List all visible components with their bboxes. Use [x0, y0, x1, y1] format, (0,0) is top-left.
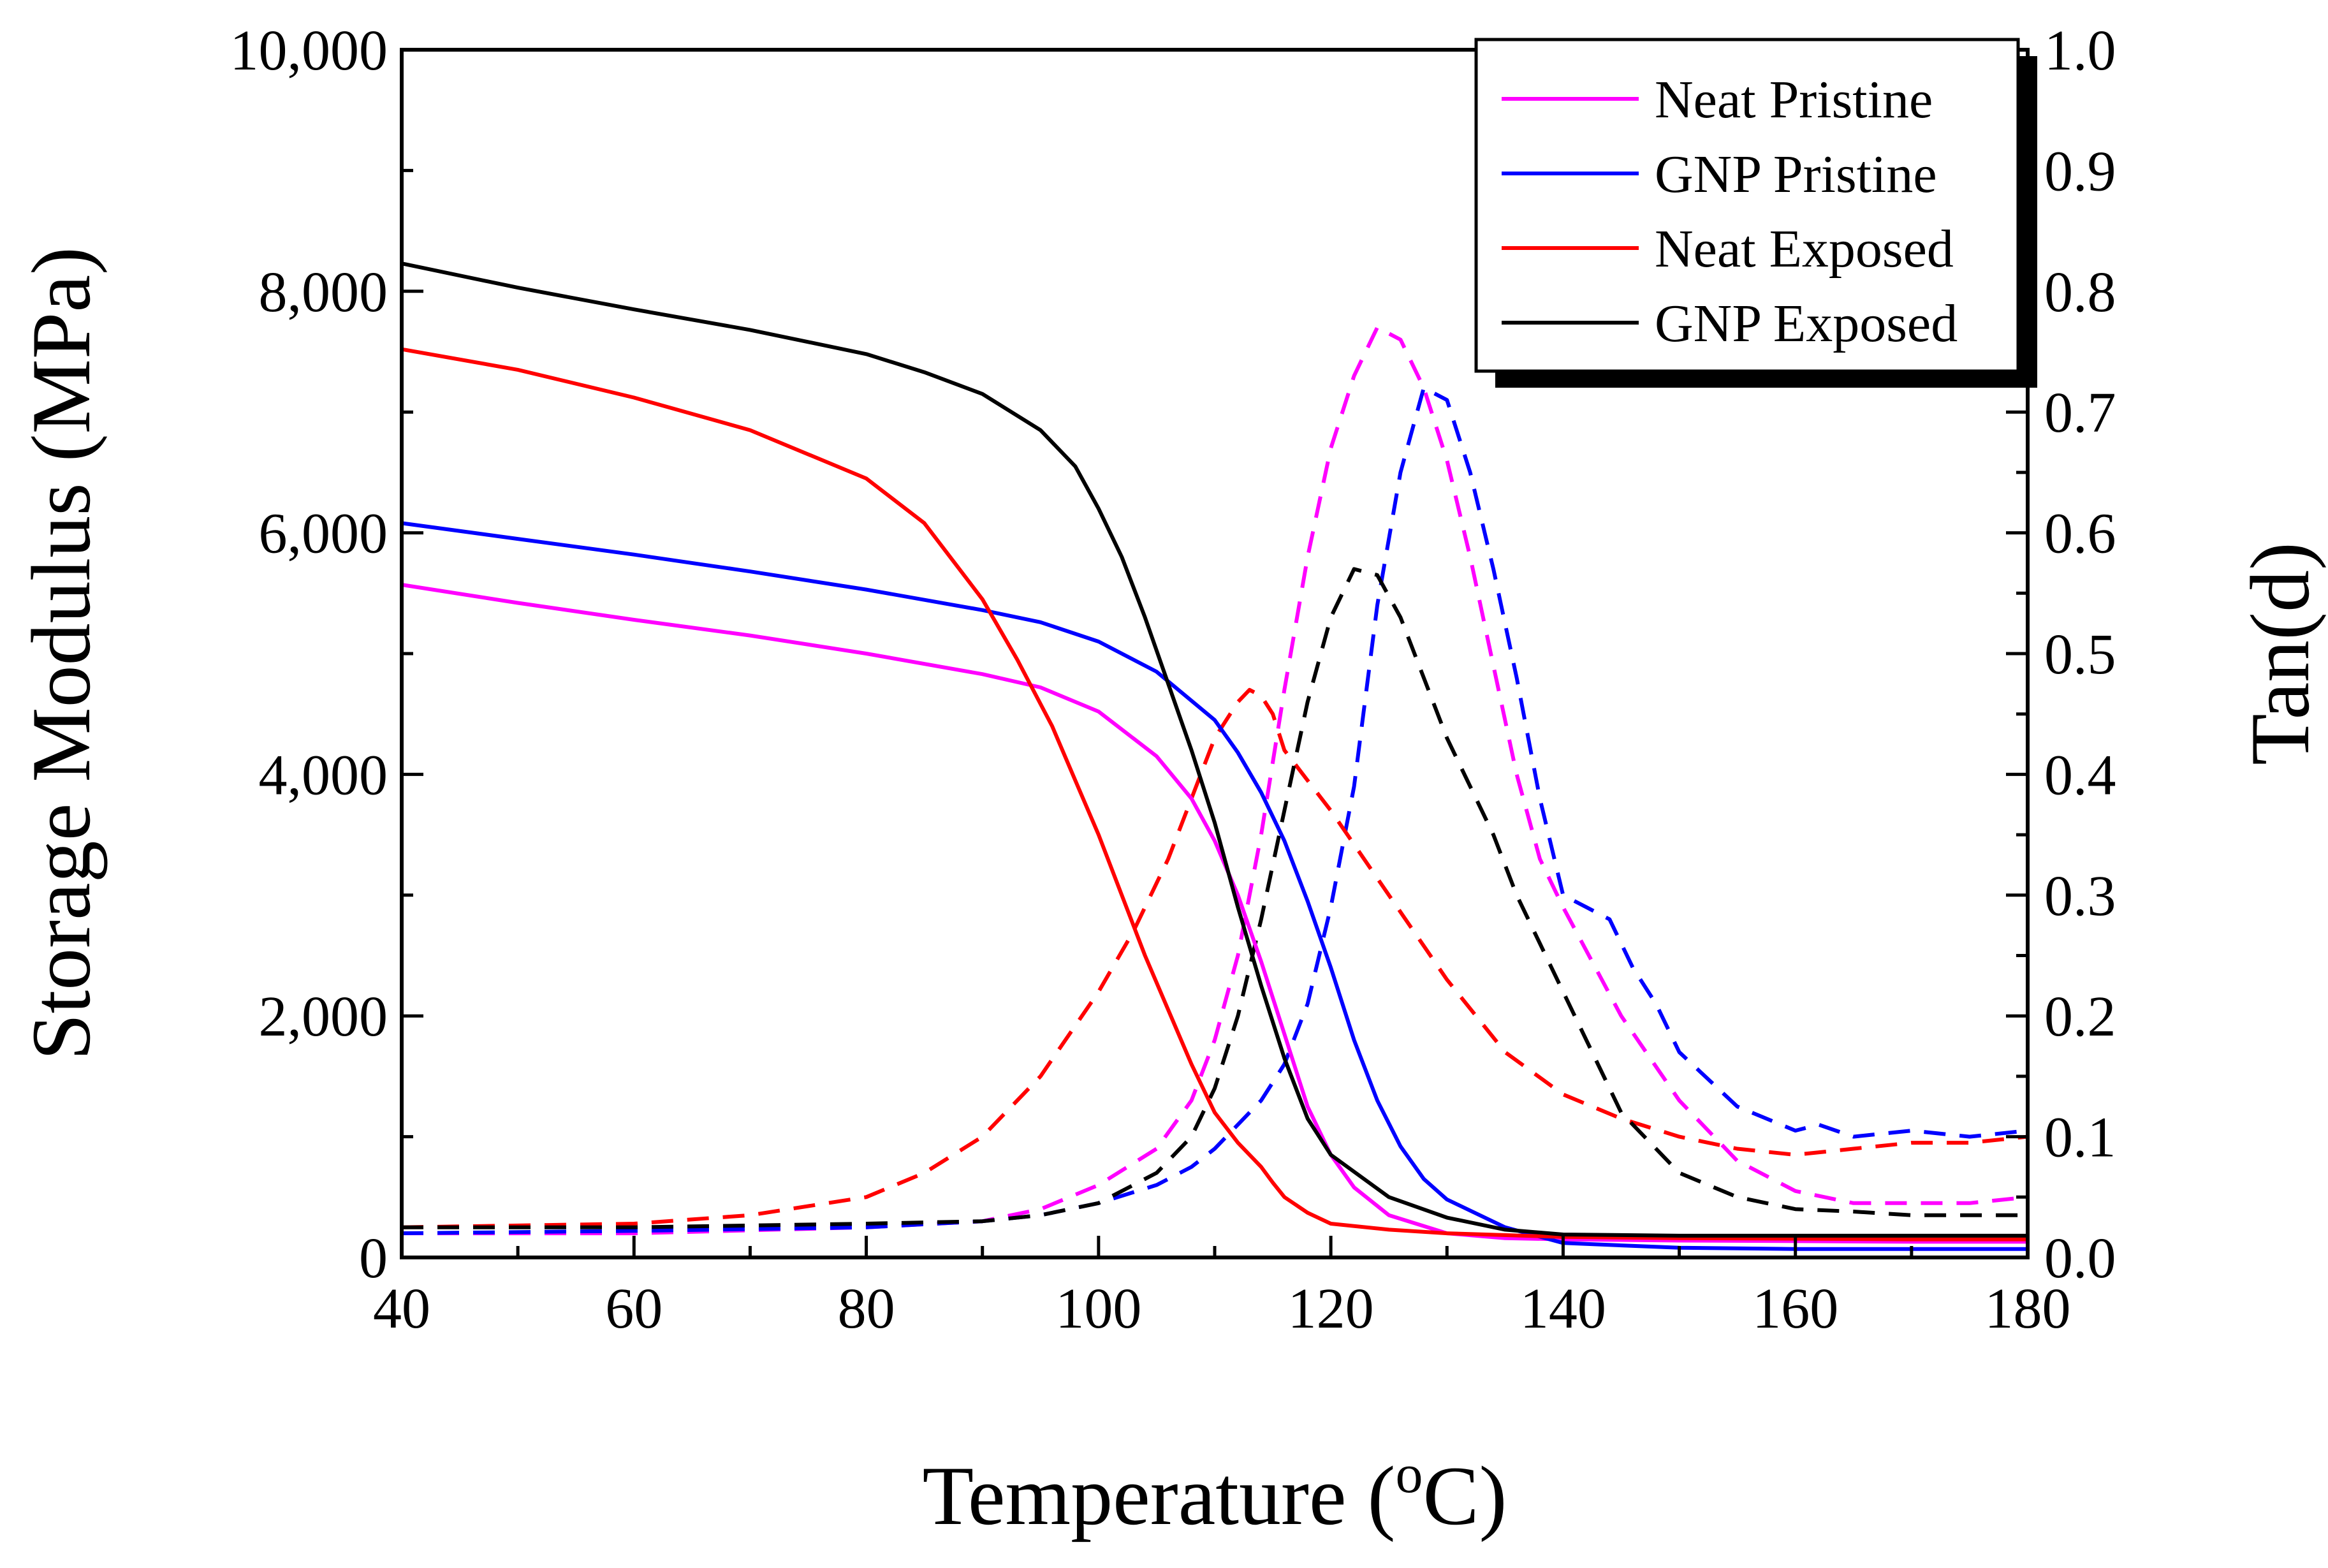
legend-label-gnp-pristine: GNP Pristine [1655, 145, 1937, 204]
y-right-tick-label: 0.4 [2044, 744, 2116, 807]
y-left-tick-label: 4,000 [259, 744, 388, 807]
y-right-tick-label: 0.8 [2044, 261, 2116, 324]
y-right-tick-label: 0.9 [2044, 140, 2116, 203]
y-right-tick-label: 0.0 [2044, 1227, 2116, 1290]
tan-delta-line-gnp-exposed [402, 567, 2028, 1229]
x-tick-label: 100 [1055, 1277, 1141, 1340]
y-right-tick-label: 0.1 [2044, 1106, 2116, 1169]
y-right-tick-label: 0.6 [2044, 502, 2116, 566]
tan-delta-line-gnp-pristine [401, 386, 2028, 1236]
x-tick-label: 40 [373, 1277, 430, 1340]
y-right-axis-ticks: 0.0 0.1 0.2 0.3 0.4 0.5 0.6 0.7 0.8 0.9 1.0 [2006, 19, 2116, 1290]
tan-delta-line-neat-pristine [402, 325, 2028, 1236]
y-right-tick-label: 0.7 [2044, 381, 2116, 444]
legend: Neat Pristine GNP Pristine Neat Exposed GNP… [1474, 38, 2037, 388]
y-right-axis-title: Tan(d) [2233, 542, 2327, 765]
storage-modulus-line-gnp-exposed [401, 261, 2028, 1238]
legend-entries: Neat Pristine GNP Pristine Neat Exposed GNP… [1502, 70, 1958, 353]
x-tick-label: 60 [605, 1277, 663, 1340]
y-right-tick-label: 0.2 [2044, 985, 2116, 1048]
plot-series [401, 261, 2028, 1251]
x-tick-label: 80 [838, 1277, 895, 1340]
x-axis-ticks: 40 60 80 100 120 140 160 180 [373, 1236, 2071, 1340]
x-axis-title-superscript: o [1395, 1443, 1423, 1504]
y-left-axis-ticks: 0 2,000 4,000 6,000 8,000 10,000 [230, 19, 423, 1290]
legend-box [1474, 38, 2020, 373]
storage-modulus-line-neat-exposed [401, 347, 2028, 1242]
storage-modulus-line-gnp-pristine [401, 521, 2028, 1251]
x-axis-title: Temperature (oC) [923, 1443, 1507, 1542]
legend-label-neat-pristine: Neat Pristine [1655, 70, 1933, 129]
y-left-tick-label: 6,000 [259, 502, 388, 566]
x-tick-label: 140 [1520, 1277, 1606, 1340]
y-right-tick-label: 0.3 [2044, 865, 2116, 928]
y-left-tick-label: 10,000 [230, 19, 388, 82]
y-left-tick-label: 0 [359, 1227, 388, 1290]
y-left-tick-label: 8,000 [259, 261, 388, 324]
legend-label-gnp-exposed: GNP Exposed [1655, 294, 1958, 353]
x-tick-label: 160 [1752, 1277, 1838, 1340]
x-tick-label: 180 [1985, 1277, 2071, 1340]
storage-modulus-line-neat-pristine [401, 583, 2028, 1244]
x-tick-label: 120 [1288, 1277, 1374, 1340]
x-axis-title-end: C) [1423, 1449, 1507, 1542]
y-right-tick-label: 1.0 [2044, 19, 2116, 82]
tan-delta-line-neat-exposed [401, 687, 2028, 1229]
y-left-axis-title: Storage Modulus (MPa) [14, 247, 108, 1060]
y-right-tick-label: 0.5 [2044, 623, 2116, 686]
legend-label-neat-exposed: Neat Exposed [1655, 219, 1954, 279]
y-left-tick-label: 2,000 [259, 985, 388, 1048]
